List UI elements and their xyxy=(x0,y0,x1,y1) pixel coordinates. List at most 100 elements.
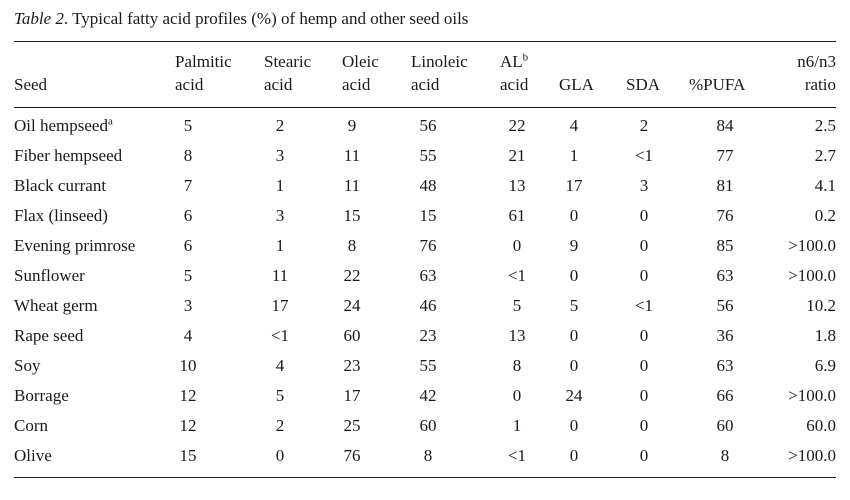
cell-al: 13 xyxy=(508,176,526,195)
cell-linoleic: 8 xyxy=(423,446,433,465)
header-al: ALb acid xyxy=(500,50,528,96)
table-row: Soy 10 4 23 55 8 0 0 63 6.9 xyxy=(14,351,836,381)
header-stearic-line1: Stearic xyxy=(264,52,312,71)
header-palmitic-line2: acid xyxy=(175,75,204,94)
cell-gla: 9 xyxy=(569,236,579,255)
cell-pufa: 56 xyxy=(716,296,734,315)
cell-al: 5 xyxy=(512,296,522,315)
header-sda: SDA xyxy=(626,75,661,94)
cell-linoleic: 46 xyxy=(419,296,437,315)
seed-name: Black currant xyxy=(14,176,107,195)
cell-stearic: 4 xyxy=(275,356,285,375)
header-ratio-line1: n6/n3 xyxy=(797,52,836,71)
cell-al: 13 xyxy=(508,326,526,345)
cell-sda: 3 xyxy=(639,176,649,195)
table-caption-label: Table 2 xyxy=(14,9,64,28)
cell-seed: Borrage xyxy=(14,381,69,411)
cell-oleic: 11 xyxy=(343,176,361,195)
cell-palmitic: 12 xyxy=(179,416,197,435)
cell-stearic: <1 xyxy=(270,326,290,345)
cell-oleic: 76 xyxy=(343,446,361,465)
cell-pufa: 63 xyxy=(716,266,734,285)
cell-gla: 17 xyxy=(565,176,583,195)
cell-ratio: >100.0 xyxy=(788,266,836,285)
cell-pufa: 60 xyxy=(716,416,734,435)
table-caption-text: . Typical fatty acid profiles (%) of hem… xyxy=(63,9,469,28)
cell-oleic: 15 xyxy=(343,206,361,225)
seed-footnote: a xyxy=(107,115,113,128)
table-row: Sunflower 5 11 22 63 <1 0 0 63 >100.0 xyxy=(14,261,836,291)
cell-ratio: 2.5 xyxy=(814,116,836,135)
header-rule xyxy=(14,107,836,108)
seed-name: Wheat germ xyxy=(14,296,98,315)
seed-name: Evening primrose xyxy=(14,236,136,255)
cell-ratio: 1.8 xyxy=(814,326,836,345)
cell-seed: Fiber hempseed xyxy=(14,141,122,171)
cell-sda: 0 xyxy=(639,236,649,255)
header-ratio: n6/n3 ratio xyxy=(797,50,836,96)
header-oleic-line2: acid xyxy=(342,75,371,94)
table-row: Flax (linseed) 6 3 15 15 61 0 0 76 0.2 xyxy=(14,201,836,231)
cell-palmitic: 6 xyxy=(183,236,193,255)
header-palmitic: Palmitic acid xyxy=(175,50,232,96)
cell-ratio: 6.9 xyxy=(814,356,836,375)
cell-al: 61 xyxy=(508,206,526,225)
header-oleic: Oleic acid xyxy=(342,50,379,96)
header-al-line2: acid xyxy=(500,75,529,94)
header-linoleic-line1: Linoleic xyxy=(411,52,468,71)
table-row: Olive 15 0 76 8 <1 0 0 8 >100.0 xyxy=(14,441,836,471)
table-row: Wheat germ 3 17 24 46 5 5 <1 56 10.2 xyxy=(14,291,836,321)
seed-name: Sunflower xyxy=(14,266,85,285)
cell-sda: 0 xyxy=(639,386,649,405)
cell-stearic: 0 xyxy=(275,446,285,465)
cell-gla: 1 xyxy=(569,146,579,165)
header-al-line1: AL xyxy=(500,52,523,71)
cell-pufa: 77 xyxy=(716,146,734,165)
cell-palmitic: 8 xyxy=(183,146,193,165)
cell-pufa: 85 xyxy=(716,236,734,255)
cell-sda: 0 xyxy=(639,416,649,435)
seed-name: Olive xyxy=(14,446,52,465)
cell-pufa: 81 xyxy=(716,176,734,195)
cell-palmitic: 5 xyxy=(183,266,193,285)
seed-name: Oil hempseed xyxy=(14,116,108,135)
cell-sda: <1 xyxy=(634,296,654,315)
table-row: Oil hempseeda 5 2 9 56 22 4 2 84 2.5 xyxy=(14,111,836,141)
table-row: Fiber hempseed 8 3 11 55 21 1 <1 77 2.7 xyxy=(14,141,836,171)
cell-oleic: 24 xyxy=(343,296,361,315)
cell-gla: 4 xyxy=(569,116,579,135)
cell-seed: Corn xyxy=(14,411,48,441)
table-row: Corn 12 2 25 60 1 0 0 60 60.0 xyxy=(14,411,836,441)
cell-oleic: 25 xyxy=(343,416,361,435)
cell-stearic: 1 xyxy=(275,236,285,255)
cell-al: <1 xyxy=(507,266,527,285)
cell-palmitic: 7 xyxy=(183,176,193,195)
cell-ratio: >100.0 xyxy=(788,236,836,255)
cell-sda: 0 xyxy=(639,266,649,285)
cell-seed: Sunflower xyxy=(14,261,85,291)
cell-gla: 0 xyxy=(569,266,579,285)
cell-ratio: 10.2 xyxy=(806,296,836,315)
cell-al: 21 xyxy=(508,146,526,165)
cell-seed: Evening primrose xyxy=(14,231,135,261)
cell-linoleic: 60 xyxy=(419,416,437,435)
cell-stearic: 2 xyxy=(275,116,285,135)
cell-seed: Rape seed xyxy=(14,321,83,351)
cell-al: 1 xyxy=(512,416,522,435)
cell-al: 0 xyxy=(512,236,522,255)
seed-name: Soy xyxy=(14,356,41,375)
cell-linoleic: 55 xyxy=(419,356,437,375)
cell-pufa: 76 xyxy=(716,206,734,225)
cell-gla: 5 xyxy=(569,296,579,315)
cell-seed: Wheat germ xyxy=(14,291,98,321)
cell-seed: Soy xyxy=(14,351,40,381)
header-stearic-line2: acid xyxy=(264,75,293,94)
cell-gla: 0 xyxy=(569,446,579,465)
cell-pufa: 84 xyxy=(716,116,734,135)
cell-linoleic: 42 xyxy=(419,386,437,405)
cell-linoleic: 55 xyxy=(419,146,437,165)
cell-sda: 0 xyxy=(639,326,649,345)
header-seed: Seed xyxy=(14,75,48,94)
cell-oleic: 23 xyxy=(343,356,361,375)
cell-ratio: >100.0 xyxy=(788,446,836,465)
